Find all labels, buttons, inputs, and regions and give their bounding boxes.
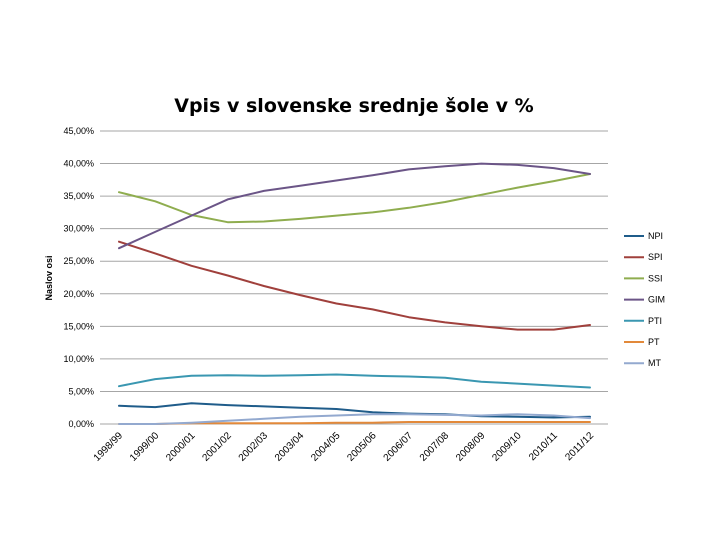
legend-label: PTI xyxy=(648,316,662,326)
y-axis-ticks: 0,00% 5,00% 10,00% 15,00% 20,00% 25,00% 30,00%… xyxy=(63,126,94,429)
series-lines xyxy=(118,162,591,425)
x-axis-ticks: 1998/99 1999/00 2000/01 2001/02 2002/03 2003/… xyxy=(92,430,597,464)
legend-label: SPI xyxy=(648,252,663,262)
x-tick-label: 2008/09 xyxy=(454,430,488,464)
series-line-ssi xyxy=(118,173,591,224)
x-tick-label: 2006/07 xyxy=(382,430,416,464)
x-tick-label: 2007/08 xyxy=(418,430,452,464)
y-tick-label: 0,00% xyxy=(68,419,94,429)
y-tick-label: 30,00% xyxy=(63,224,94,234)
legend-label: NPI xyxy=(648,231,663,241)
x-tick-label: 2005/06 xyxy=(345,430,379,464)
legend-label: MT xyxy=(648,358,661,368)
series-line-spi xyxy=(118,240,591,331)
series-line-gim xyxy=(118,162,591,250)
y-tick-label: 40,00% xyxy=(63,159,94,169)
x-tick-label: 2000/01 xyxy=(164,430,198,464)
series-line-pti xyxy=(118,373,591,389)
x-tick-label: 2011/12 xyxy=(563,430,596,463)
x-tick-label: 2001/02 xyxy=(200,430,234,464)
y-tick-label: 5,00% xyxy=(68,386,94,396)
y-tick-label: 15,00% xyxy=(63,321,94,331)
y-tick-label: 35,00% xyxy=(63,191,94,201)
y-tick-label: 10,00% xyxy=(63,354,94,364)
x-tick-label: 2010/11 xyxy=(527,430,560,463)
y-tick-label: 20,00% xyxy=(63,289,94,299)
y-tick-label: 45,00% xyxy=(63,126,94,136)
legend: NPI SPI SSI GIM PTI PT MT xyxy=(624,231,665,368)
series-line-mt xyxy=(118,413,591,425)
series-line-npi xyxy=(118,402,591,419)
x-tick-label: 1999/00 xyxy=(128,430,162,464)
gridlines xyxy=(100,130,608,425)
x-tick-label: 2009/10 xyxy=(490,430,524,464)
x-tick-label: 2002/03 xyxy=(237,430,271,464)
chart-title: Vpis v slovenske srednje šole v % xyxy=(174,95,533,117)
x-tick-label: 2004/05 xyxy=(309,430,343,464)
x-tick-label: 1998/99 xyxy=(92,430,126,464)
legend-label: SSI xyxy=(648,273,663,283)
y-axis-label: Naslov osi xyxy=(44,255,54,300)
legend-label: PT xyxy=(648,337,660,347)
x-tick-label: 2003/04 xyxy=(273,430,307,464)
legend-label: GIM xyxy=(648,295,665,305)
y-tick-label: 25,00% xyxy=(63,256,94,266)
